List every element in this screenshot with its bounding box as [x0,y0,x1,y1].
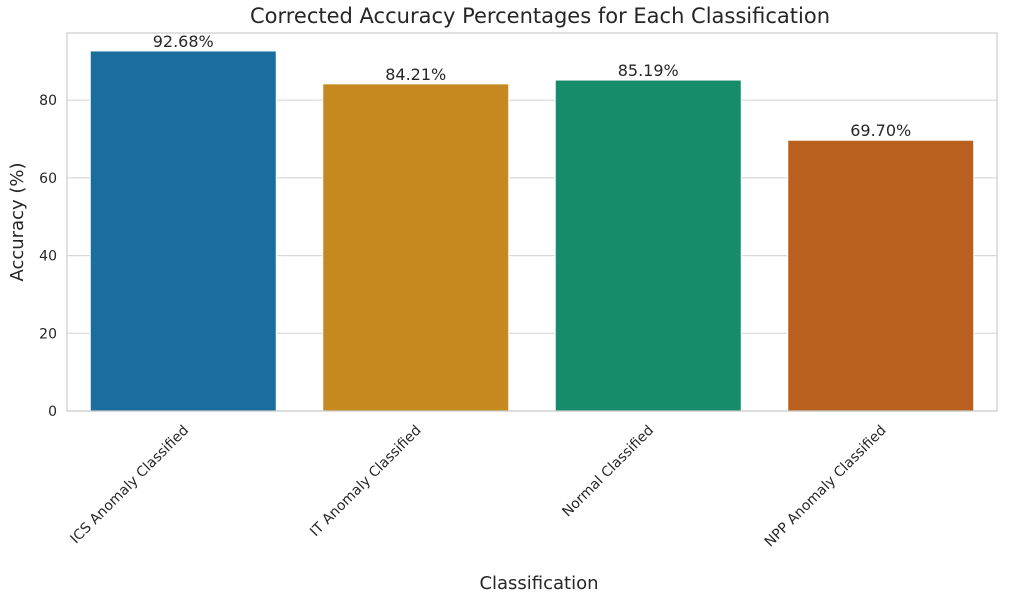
plot-frame [66,32,998,412]
bar-4 [787,139,975,412]
bar-2 [322,83,510,412]
x-tick-label: NPP Anomaly Classified [762,423,890,551]
data-label: 69.70% [850,121,911,140]
bar-1 [89,50,277,412]
x-tick-label: ICS Anomaly Classified [68,423,193,548]
x-tick-label: Normal Classified [559,423,657,521]
data-labels: 92.68% 84.21% 85.19% 69.70% [153,32,912,140]
y-tick-label: 80 [39,93,57,109]
chart-title: Corrected Accuracy Percentages for Each … [250,4,830,28]
y-tick-label: 40 [39,249,57,265]
x-tick-labels: ICS Anomaly Classified IT Anomaly Classif… [68,423,890,551]
y-axis-label: Accuracy (%) [7,162,28,281]
y-tick-label: 20 [39,326,57,342]
y-tick-label: 60 [39,171,57,187]
bars [89,50,975,412]
data-label: 84.21% [385,65,446,84]
x-axis-label: Classification [479,573,598,594]
data-label: 85.19% [618,61,679,80]
y-tick-label: 0 [48,404,57,420]
y-tick-labels: 0 20 40 60 80 [39,93,57,420]
data-label: 92.68% [153,32,214,51]
x-tick-label: IT Anomaly Classified [307,423,424,540]
bar-3 [554,79,742,412]
